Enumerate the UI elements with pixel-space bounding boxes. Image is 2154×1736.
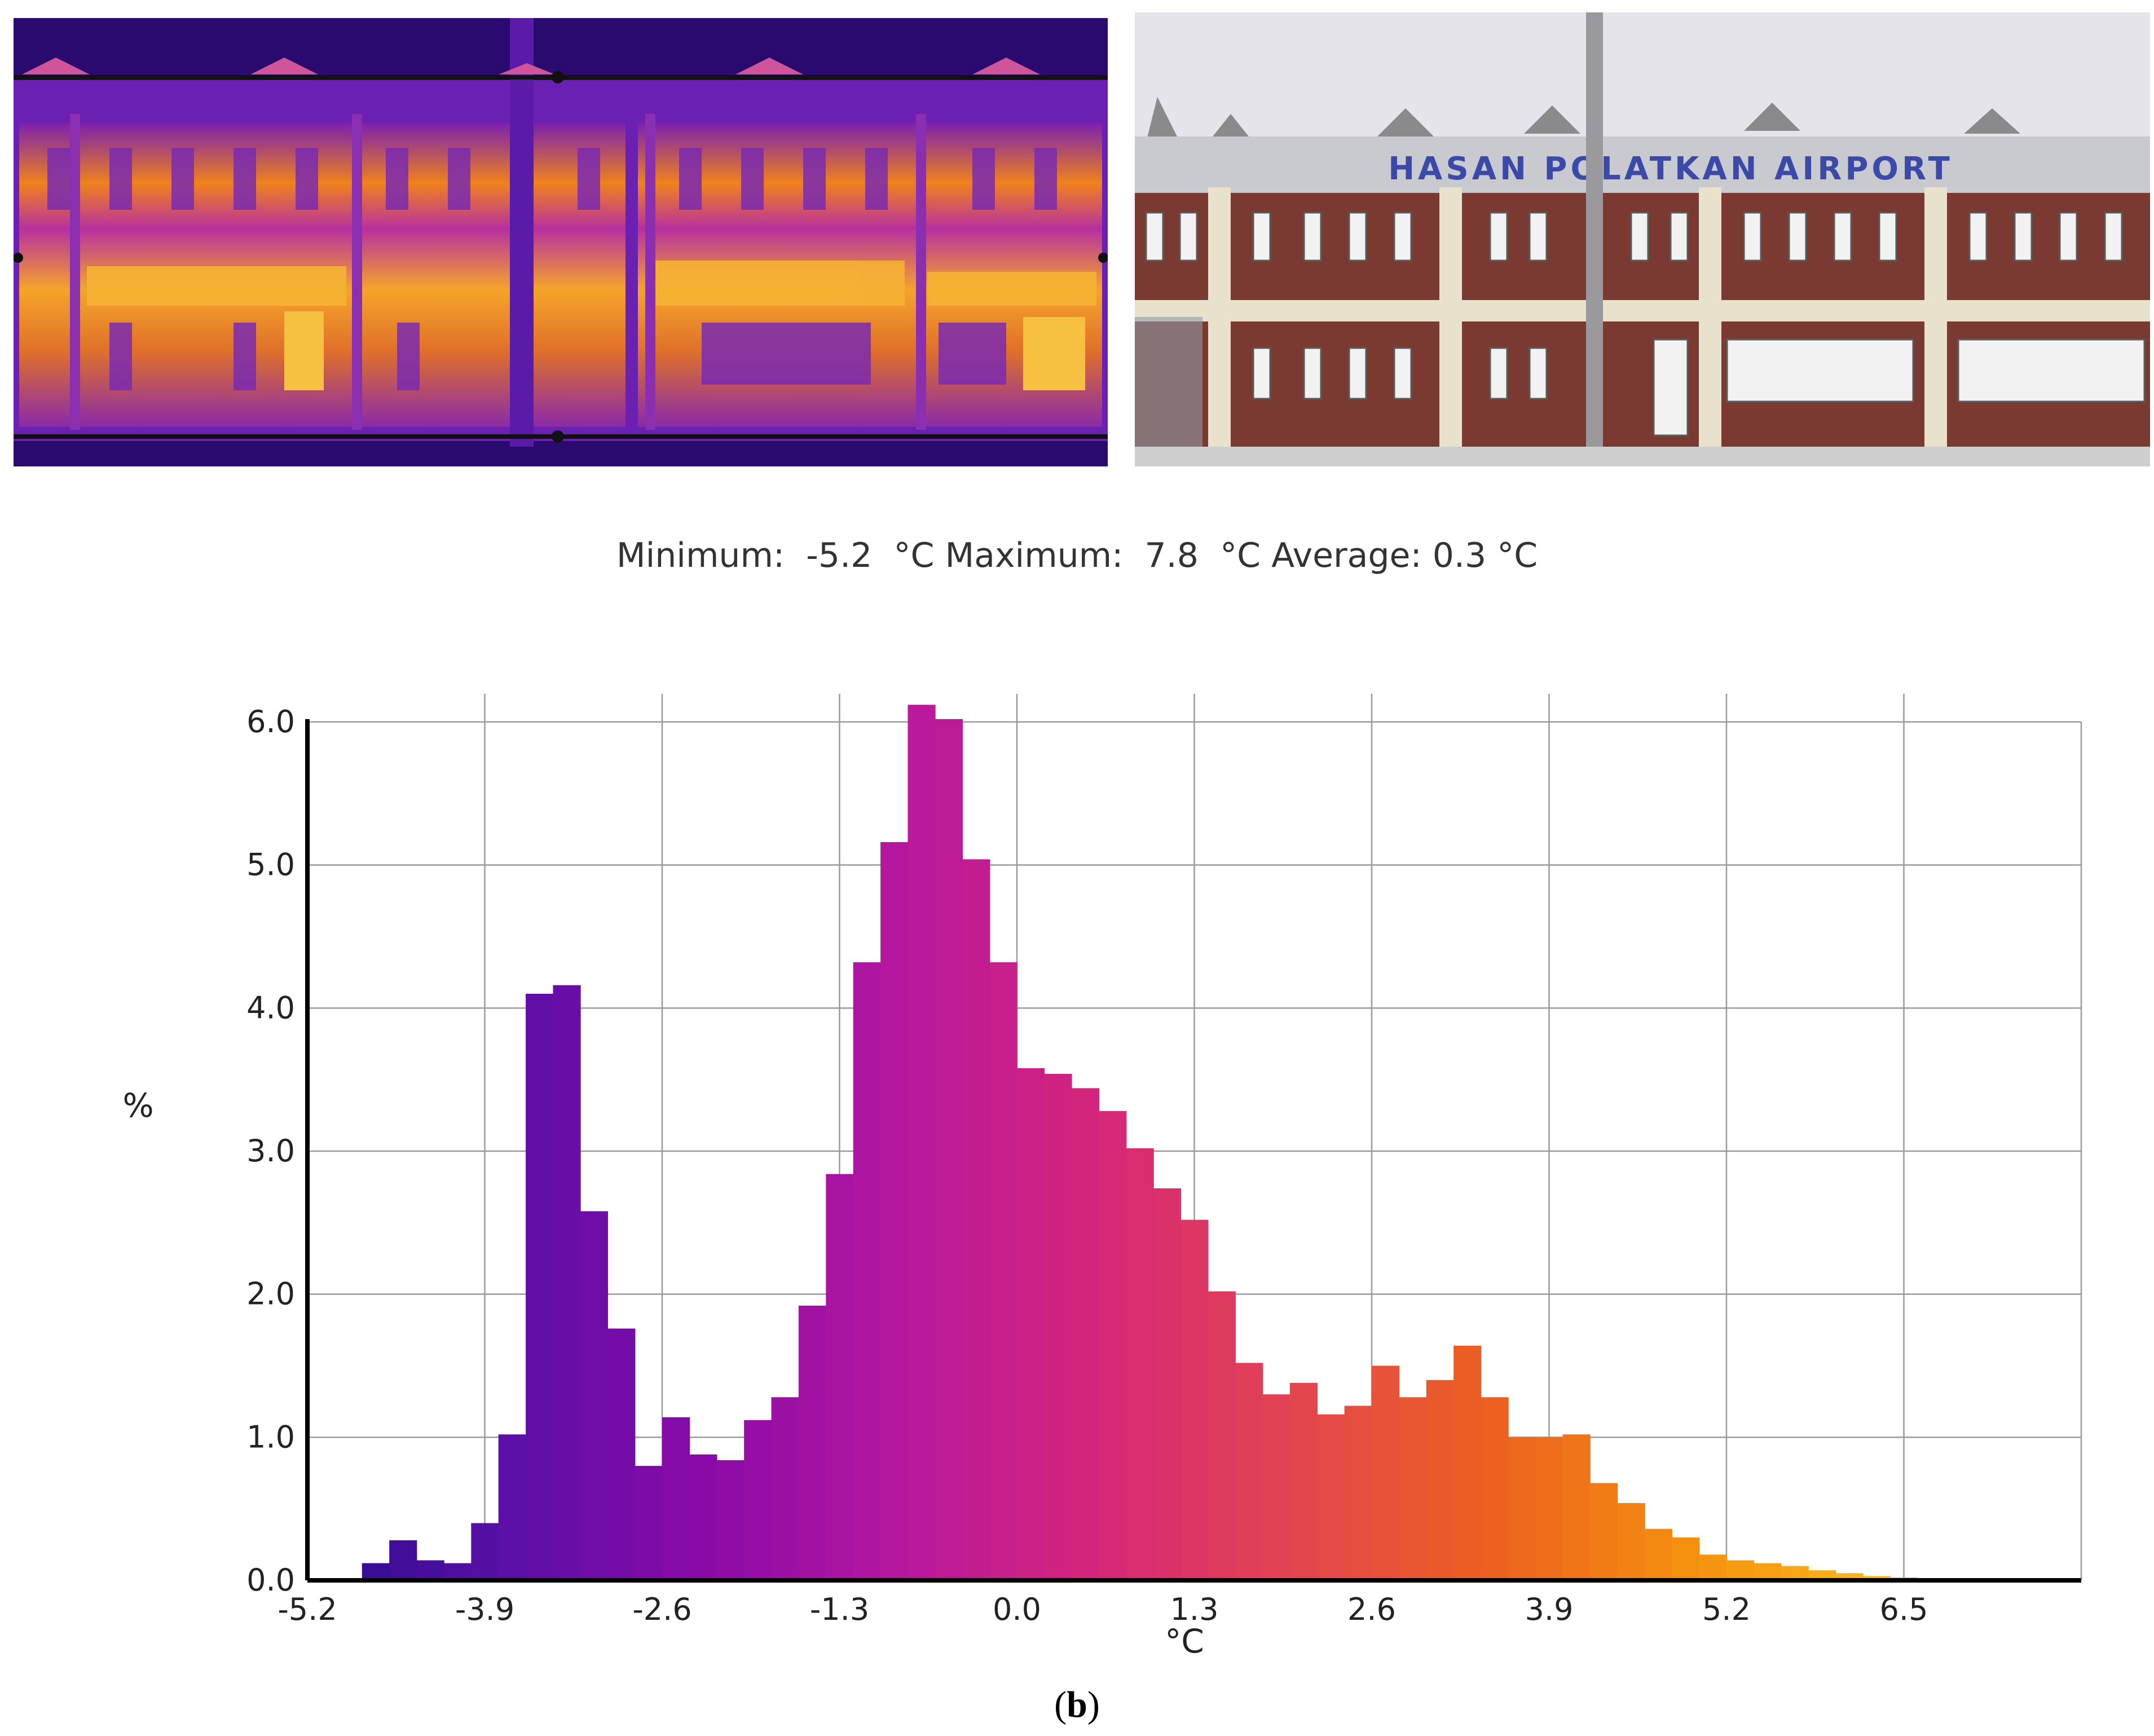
histogram-bar [1699,1554,1727,1580]
histogram-bar [798,1305,827,1580]
histogram-bars [362,704,1945,1580]
y-tick-label: 5.0 [246,847,295,883]
x-tick-label: 6.5 [1880,1592,1928,1627]
min-value: -5.2 [806,536,873,575]
min-unit: °C [893,536,935,575]
histogram-bar [662,1417,690,1580]
x-tick-label: -3.9 [455,1592,514,1627]
building-photo: HASAN POLATKAN AIRPORT [1135,12,2150,466]
histogram-bar [1672,1537,1700,1580]
y-tick-label: 1.0 [246,1419,295,1455]
y-axis-label: % [122,1086,153,1125]
airport-sign: HASAN POLATKAN AIRPORT [1388,151,1953,187]
y-tick-label: 2.0 [246,1276,295,1312]
avg-unit: °C [1497,536,1538,575]
x-tick-label: 1.3 [1170,1592,1219,1627]
histogram-bar [826,1174,854,1580]
histogram-bar [880,842,909,1580]
histogram-bar [1617,1503,1645,1580]
histogram-svg: -5.2 -3.9 -2.6 -1.3 0.0 1.3 2.6 3.9 5.2 6.5 0.0 1.0… [122,694,2082,1660]
histogram-bar [1126,1148,1154,1580]
histogram-bar [526,993,554,1580]
histogram-bar [1562,1434,1591,1580]
y-tick-label: 4.0 [246,990,295,1025]
temperature-stats: Minimum: -5.2 °C Maximum: 7.8 °C Average… [0,536,2154,575]
histogram-bar [1726,1560,1755,1580]
histogram-bar [744,1420,772,1580]
histogram-bar [716,1460,745,1580]
histogram-bar [1481,1397,1509,1580]
histogram-bar [1426,1380,1454,1580]
x-tick-label: 0.0 [993,1592,1041,1627]
x-tick-label: -5.2 [277,1592,337,1627]
histogram-bar [1535,1437,1563,1580]
tick-labels: -5.2 -3.9 -2.6 -1.3 0.0 1.3 2.6 3.9 5.2 6.5 0.0 1.0… [246,704,1928,1627]
building-photo-graphic: HASAN POLATKAN AIRPORT [1135,12,2150,466]
histogram-bar [443,1563,472,1580]
max-value: 7.8 [1144,536,1199,575]
histogram-bar [1644,1528,1673,1580]
histogram-bar [389,1540,417,1580]
thermal-image-graphic [14,18,1108,466]
histogram-bar [1289,1382,1318,1580]
histogram-bar [962,859,990,1580]
x-tick-label: 5.2 [1702,1592,1751,1627]
histogram-bar [1399,1397,1427,1580]
histogram-bar [853,962,881,1580]
histogram-bar [1017,1068,1045,1580]
histogram-bar [416,1560,444,1580]
histogram-bar [635,1466,663,1580]
histogram-bar [1208,1291,1236,1580]
histogram-bar [989,962,1017,1580]
temperature-histogram: -5.2 -3.9 -2.6 -1.3 0.0 1.3 2.6 3.9 5.2 6.5 0.0 1.0… [0,649,2154,1720]
histogram-bar [1235,1363,1263,1580]
panel-label-letter: b [1067,1684,1087,1725]
histogram-bar [689,1454,717,1580]
histogram-bar [1508,1437,1536,1580]
x-axis-label: °C [1165,1622,1204,1660]
histogram-bar [607,1328,636,1580]
histogram-bar [771,1397,799,1580]
x-tick-label: 2.6 [1347,1592,1396,1627]
histogram-bar [1262,1394,1290,1580]
histogram-bar [362,1563,390,1580]
max-unit: °C [1220,536,1261,575]
avg-value: 0.3 [1432,536,1487,575]
histogram-bar [1453,1345,1482,1580]
histogram-bar [1317,1414,1345,1580]
axes [305,719,2081,1583]
y-tick-label: 3.0 [246,1133,295,1169]
histogram-bar [471,1523,499,1580]
histogram-bar [1754,1563,1782,1580]
histogram-bar [1372,1365,1400,1580]
histogram-bar [553,985,581,1580]
x-tick-label: -2.6 [632,1592,691,1627]
x-tick-label: -1.3 [810,1592,869,1627]
histogram-bar [1071,1088,1099,1580]
histogram-bar [1781,1566,1809,1580]
y-tick-label: 6.0 [246,704,295,739]
histogram-bar [1153,1188,1182,1580]
thermal-image [14,18,1108,466]
histogram-bar [935,719,963,1580]
histogram-bar [1808,1570,1836,1580]
histogram-bar [1099,1111,1127,1580]
histogram-bar [908,704,936,1580]
min-label: Minimum: [616,536,785,575]
histogram-bar [1180,1219,1209,1580]
max-label: Maximum: [945,536,1124,575]
histogram-bar [1044,1074,1072,1580]
y-tick-label: 0.0 [246,1562,295,1598]
histogram-bar [1590,1483,1618,1580]
histogram-bar [1344,1405,1372,1580]
x-tick-label: 3.9 [1525,1592,1574,1627]
histogram-bar [580,1211,609,1580]
avg-label: Average: [1271,536,1422,575]
panel-label: (b) [1054,1684,1100,1725]
histogram-bar [498,1434,526,1580]
